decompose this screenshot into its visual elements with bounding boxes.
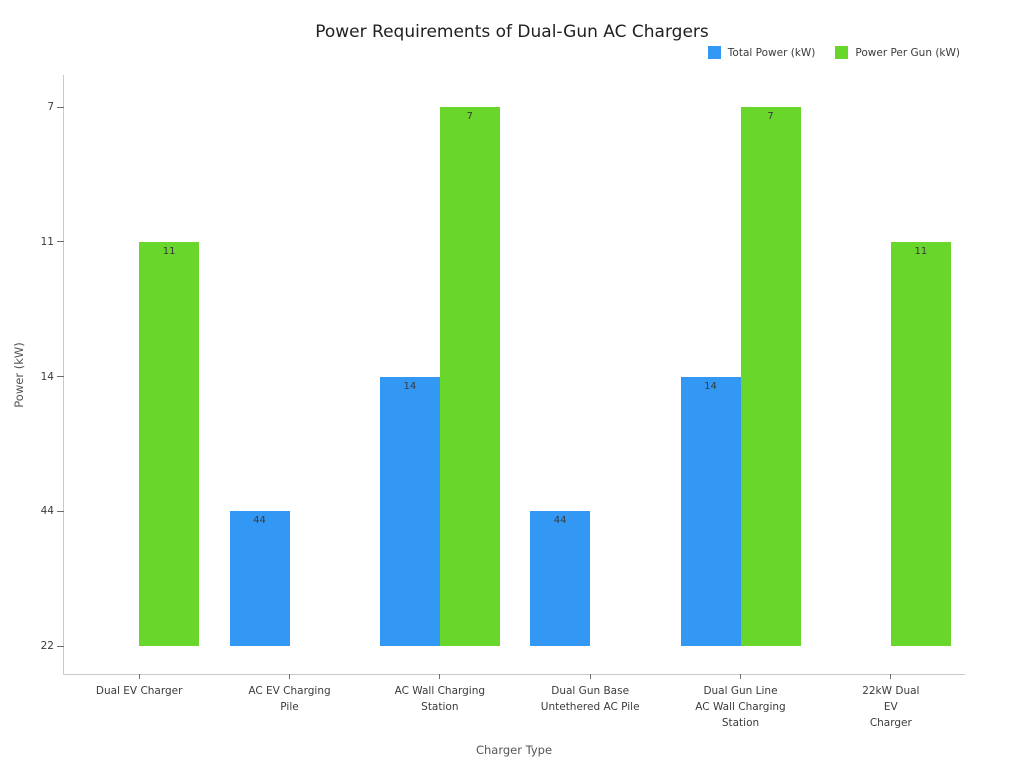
bar-value-label: 7 — [466, 111, 474, 122]
x-tick-mark — [138, 674, 140, 679]
x-tick-label: AC EV Charging Pile — [248, 685, 331, 713]
bar-total-power — [229, 511, 290, 646]
chart-legend: Total Power (kW) Power Per Gun (kW) — [707, 46, 960, 59]
legend-swatch — [707, 46, 721, 59]
legend-label: Power Per Gun (kW) — [855, 46, 960, 59]
bar-total-power — [379, 376, 440, 646]
x-tick-mark — [289, 674, 290, 679]
bar-value-label: 7 — [767, 111, 774, 122]
chart-title: Power Requirements of Dual-Gun AC Charge… — [315, 22, 709, 42]
x-tick-mark — [439, 674, 441, 679]
bar-power-per-gun — [740, 107, 801, 646]
x-tick-label: AC Wall Charging Station — [394, 685, 486, 713]
bar-value-label: 44 — [553, 515, 567, 527]
y-tick-mark — [57, 106, 64, 108]
x-tick-label: Dual Gun Line AC Wall Charging Station — [695, 685, 786, 729]
plot-area: 22 44 14 11 7 Dual EV Charger 11 AC EV Charging… — [41, 75, 965, 729]
x-tick-mark — [589, 674, 591, 679]
legend-label: Total Power (kW) — [727, 46, 816, 59]
y-tick-mark — [57, 510, 64, 512]
x-tick-label: 22kW Dual EV Charger — [862, 685, 920, 729]
bar-value-label: 11 — [162, 245, 176, 257]
bar-total-power — [530, 511, 591, 646]
y-tick-label: 14 — [40, 370, 54, 383]
y-tick-label: 44 — [40, 505, 54, 518]
y-tick-label: 22 — [40, 640, 54, 652]
bar-power-per-gun — [439, 107, 500, 646]
bar-value-label: 44 — [253, 515, 266, 527]
x-axis-label: Charger Type — [475, 743, 553, 757]
x-tick-label: Dual EV Charger — [95, 685, 183, 697]
y-tick-mark — [57, 376, 64, 377]
bar-value-label: 11 — [914, 245, 928, 257]
x-tick-label: Dual Gun Base Untethered AC Pile — [540, 685, 640, 713]
bar-value-label: 14 — [704, 380, 717, 392]
y-tick-label: 11 — [40, 235, 54, 248]
bar-total-power — [680, 376, 741, 646]
bar-power-per-gun — [139, 241, 200, 646]
y-tick-mark — [57, 241, 64, 243]
legend-item: Power Per Gun (kW) — [835, 46, 960, 59]
x-tick-mark — [740, 674, 741, 679]
bar-value-label: 14 — [403, 380, 417, 392]
y-tick-label: 7 — [47, 101, 54, 113]
legend-swatch — [835, 46, 849, 59]
legend-item: Total Power (kW) — [707, 46, 816, 59]
y-axis-label: Power (kW) — [12, 342, 26, 408]
bar-power-per-gun — [890, 241, 951, 646]
x-tick-mark — [890, 674, 892, 679]
y-tick-mark — [57, 645, 64, 647]
